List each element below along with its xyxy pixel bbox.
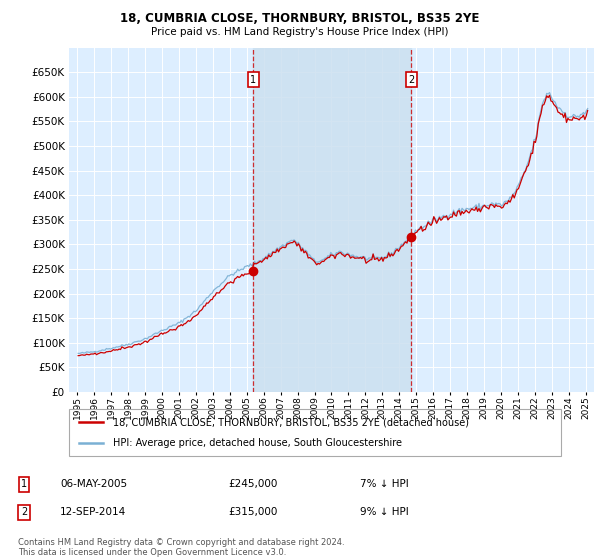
Text: 18, CUMBRIA CLOSE, THORNBURY, BRISTOL, BS35 2YE: 18, CUMBRIA CLOSE, THORNBURY, BRISTOL, B… [121,12,479,25]
Text: 9% ↓ HPI: 9% ↓ HPI [360,507,409,517]
Text: 7% ↓ HPI: 7% ↓ HPI [360,479,409,489]
Text: 2: 2 [408,74,415,85]
Text: 1: 1 [250,74,256,85]
Text: 06-MAY-2005: 06-MAY-2005 [60,479,127,489]
Text: 18, CUMBRIA CLOSE, THORNBURY, BRISTOL, BS35 2YE (detached house): 18, CUMBRIA CLOSE, THORNBURY, BRISTOL, B… [113,417,469,427]
Text: HPI: Average price, detached house, South Gloucestershire: HPI: Average price, detached house, Sout… [113,438,402,448]
Text: £315,000: £315,000 [228,507,277,517]
Text: 12-SEP-2014: 12-SEP-2014 [60,507,126,517]
Text: £245,000: £245,000 [228,479,277,489]
Bar [253,48,411,392]
Text: Contains HM Land Registry data © Crown copyright and database right 2024.
This d: Contains HM Land Registry data © Crown c… [18,538,344,557]
Text: 2: 2 [21,507,27,517]
Text: Price paid vs. HM Land Registry's House Price Index (HPI): Price paid vs. HM Land Registry's House … [151,27,449,37]
Text: 1: 1 [21,479,27,489]
